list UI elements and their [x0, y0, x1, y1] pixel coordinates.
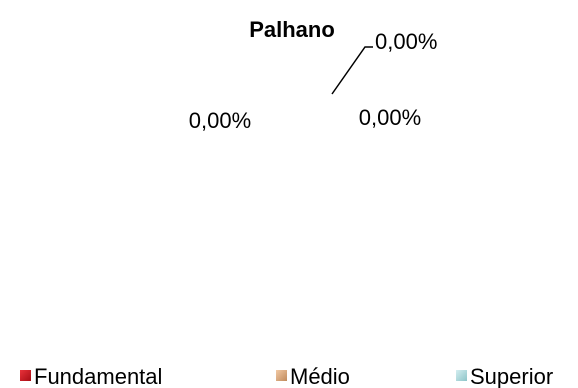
legend-label-fundamental: Fundamental: [34, 364, 162, 388]
legend-item-medio: Médio: [276, 364, 350, 388]
legend-item-fundamental: Fundamental: [20, 364, 162, 388]
legend-swatch-superior: [456, 370, 467, 381]
data-label-superior: 0,00%: [375, 29, 437, 54]
leader-line: [331, 46, 373, 95]
legend-label-superior: Superior: [470, 364, 553, 388]
data-label-fundamental: 0,00%: [359, 105, 421, 130]
legend-swatch-medio: [276, 370, 287, 381]
data-label-medio: 0,00%: [189, 108, 251, 133]
legend-label-medio: Médio: [290, 364, 350, 388]
legend-item-superior: Superior: [456, 364, 553, 388]
legend: Fundamental Médio Superior: [20, 364, 553, 388]
chart-title: Palhano: [249, 17, 335, 42]
data-labels: 0,00% 0,00% 0,00%: [189, 29, 438, 133]
legend-swatch-fundamental: [20, 370, 31, 381]
